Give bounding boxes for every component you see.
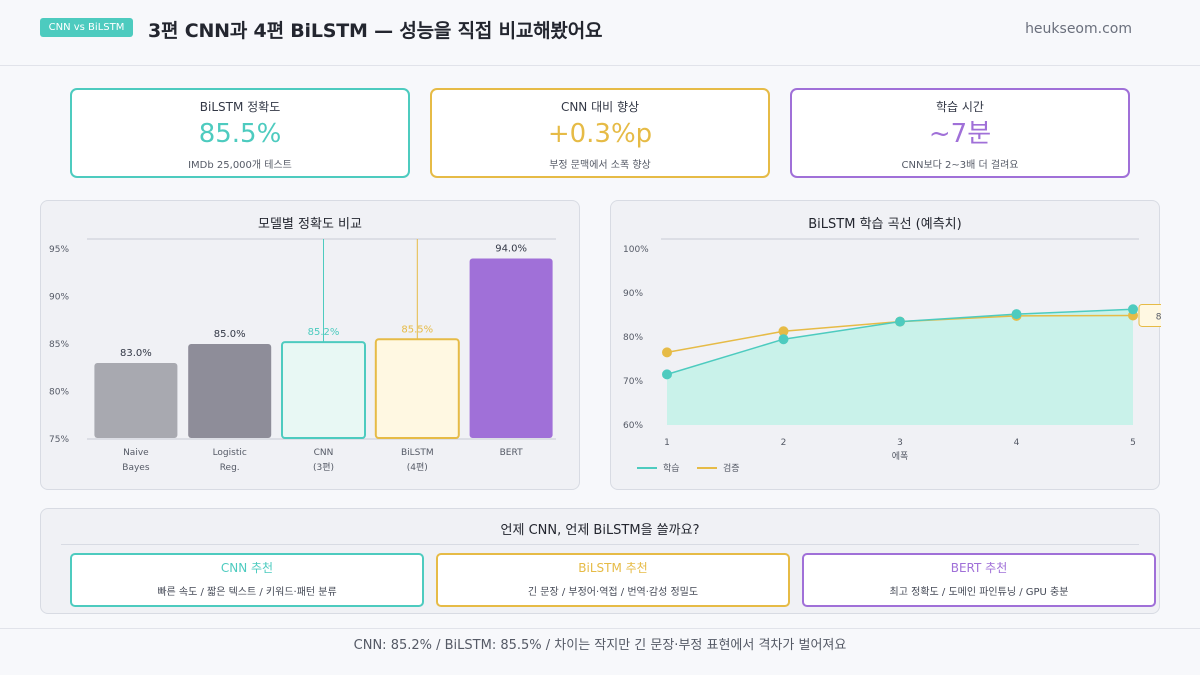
legend-label-validation: 검증 bbox=[723, 462, 740, 474]
recommend-card-cnn: CNN 추천 빠른 속도 / 짧은 텍스트 / 키워드·패턴 분류 bbox=[70, 553, 424, 607]
bar bbox=[469, 258, 553, 438]
recommend-card-desc: 긴 문장 / 부정어·역접 / 번역·감성 정밀도 bbox=[527, 587, 699, 598]
kpi-label: BiLSTM 정확도 bbox=[199, 100, 281, 114]
annotation-label: 85.5% bbox=[1156, 312, 1161, 322]
recommend-card-title: CNN 추천 bbox=[220, 561, 274, 575]
y-tick-label: 100% bbox=[623, 245, 649, 255]
y-tick-label: 95% bbox=[49, 245, 69, 255]
data-point-train bbox=[895, 316, 905, 327]
recommend-card-bert: BERT 추천 최고 정확도 / 도메인 파인튜닝 / GPU 충분 bbox=[802, 553, 1156, 607]
bar-value-label: 85.5% bbox=[401, 324, 433, 335]
x-tick-label: Naive bbox=[123, 448, 149, 458]
x-tick-label: 4 bbox=[1014, 438, 1020, 448]
kpi-value: +0.3%p bbox=[547, 119, 653, 149]
divider bbox=[61, 544, 1139, 545]
line-chart-panel: BiLSTM 학습 곡선 (예측치) 100% 90% 80% 70% 60% 1 2 3 4 5… bbox=[610, 200, 1161, 490]
x-tick-label: BERT bbox=[500, 448, 523, 458]
bar-value-label: 94.0% bbox=[495, 244, 527, 255]
x-tick-label: 3 bbox=[897, 438, 903, 448]
data-point-validation bbox=[662, 347, 672, 358]
recommend-card-title: BERT 추천 bbox=[950, 561, 1008, 575]
kpi-sub: CNN보다 2~3배 더 걸려요 bbox=[901, 160, 1019, 171]
bar-value-label: 85.2% bbox=[308, 327, 340, 338]
x-tick-label: Logistic bbox=[213, 448, 247, 458]
recommend-card-title: BiLSTM 추천 bbox=[578, 561, 648, 575]
line-chart-title: BiLSTM 학습 곡선 (예측치) bbox=[808, 217, 962, 232]
y-tick-label: 60% bbox=[623, 421, 643, 431]
kpi-card-accuracy: BiLSTM 정확도 85.5% IMDb 25,000개 테스트 bbox=[70, 88, 410, 178]
train-area-fill bbox=[667, 309, 1133, 425]
data-point-validation bbox=[778, 326, 789, 337]
y-tick-label: 80% bbox=[623, 333, 643, 343]
page-title: 3편 CNN과 4편 BiLSTM — 성능을 직접 비교해봤어요 bbox=[148, 20, 603, 42]
recommendation-title: 언제 CNN, 언제 BiLSTM을 쓸까요? bbox=[500, 523, 700, 538]
bar bbox=[281, 341, 366, 440]
x-tick-label: 2 bbox=[781, 438, 787, 448]
recommend-card-bilstm: BiLSTM 추천 긴 문장 / 부정어·역접 / 번역·감성 정밀도 bbox=[436, 553, 790, 607]
bar bbox=[94, 363, 178, 438]
x-tick-label: (4편) bbox=[407, 461, 428, 473]
bar bbox=[374, 338, 460, 439]
x-tick-label: (3편) bbox=[313, 461, 334, 473]
x-tick-label: 5 bbox=[1130, 438, 1136, 448]
y-tick-label: 90% bbox=[49, 293, 69, 303]
header: CNN vs BiLSTM 3편 CNN과 4편 BiLSTM — 성능을 직접… bbox=[0, 0, 1200, 66]
data-point-train bbox=[1128, 304, 1138, 315]
annotation-box bbox=[1138, 303, 1161, 327]
recommendation-panel: 언제 CNN, 언제 BiLSTM을 쓸까요? CNN 추천 빠른 속도 / 짧… bbox=[40, 508, 1160, 614]
line-chart: 100% 90% 80% 70% 60% 1 2 3 4 5 에폭 85.5% 학습 검증 bbox=[623, 238, 1161, 474]
x-tick-label: Reg. bbox=[220, 463, 240, 473]
kpi-card-improvement: CNN 대비 향상 +0.3%p 부정 문맥에서 소폭 향상 bbox=[430, 88, 770, 178]
y-tick-label: 75% bbox=[49, 435, 69, 445]
bar-value-label: 85.0% bbox=[214, 329, 246, 340]
x-axis-title: 에폭 bbox=[892, 451, 909, 462]
data-point-train bbox=[1011, 309, 1022, 320]
y-tick-label: 90% bbox=[623, 289, 643, 299]
x-tick-label: CNN bbox=[314, 448, 334, 458]
x-tick-label: BiLSTM bbox=[401, 448, 434, 458]
kpi-sub: IMDb 25,000개 테스트 bbox=[188, 160, 292, 171]
recommend-card-desc: 최고 정확도 / 도메인 파인튜닝 / GPU 충분 bbox=[889, 587, 1069, 598]
series-badge: CNN vs BiLSTM bbox=[40, 18, 133, 37]
kpi-sub: 부정 문맥에서 소폭 향상 bbox=[549, 160, 651, 171]
y-tick-label: 80% bbox=[49, 388, 69, 398]
bar-chart-panel: 모델별 정확도 비교 95% 90% 85% 80% 75% 83.0% Naive Baye… bbox=[40, 200, 580, 490]
kpi-label: CNN 대비 향상 bbox=[560, 100, 640, 114]
bar-chart: 95% 90% 85% 80% 75% 83.0% Naive Bayes 85.0% Logis… bbox=[49, 238, 556, 473]
footer-summary: CNN: 85.2% / BiLSTM: 85.5% / 차이는 작지만 긴 문… bbox=[0, 628, 1200, 675]
bar bbox=[188, 344, 272, 438]
legend-label-train: 학습 bbox=[663, 463, 680, 474]
bar-value-label: 83.0% bbox=[120, 348, 152, 359]
kpi-label: 학습 시간 bbox=[936, 100, 984, 114]
x-tick-label: Bayes bbox=[122, 463, 150, 473]
site-name[interactable]: heukseom.com bbox=[1025, 21, 1132, 37]
data-point-train bbox=[778, 334, 789, 345]
y-tick-label: 70% bbox=[623, 377, 643, 387]
kpi-card-train-time: 학습 시간 ~7분 CNN보다 2~3배 더 걸려요 bbox=[790, 88, 1130, 178]
x-tick-label: 1 bbox=[664, 438, 670, 448]
data-point-train bbox=[662, 369, 672, 380]
bar-chart-title: 모델별 정확도 비교 bbox=[258, 217, 362, 232]
y-tick-label: 85% bbox=[49, 340, 69, 350]
recommend-card-desc: 빠른 속도 / 짧은 텍스트 / 키워드·패턴 분류 bbox=[157, 587, 337, 598]
kpi-value: ~7분 bbox=[928, 119, 992, 149]
kpi-value: 85.5% bbox=[198, 119, 282, 149]
